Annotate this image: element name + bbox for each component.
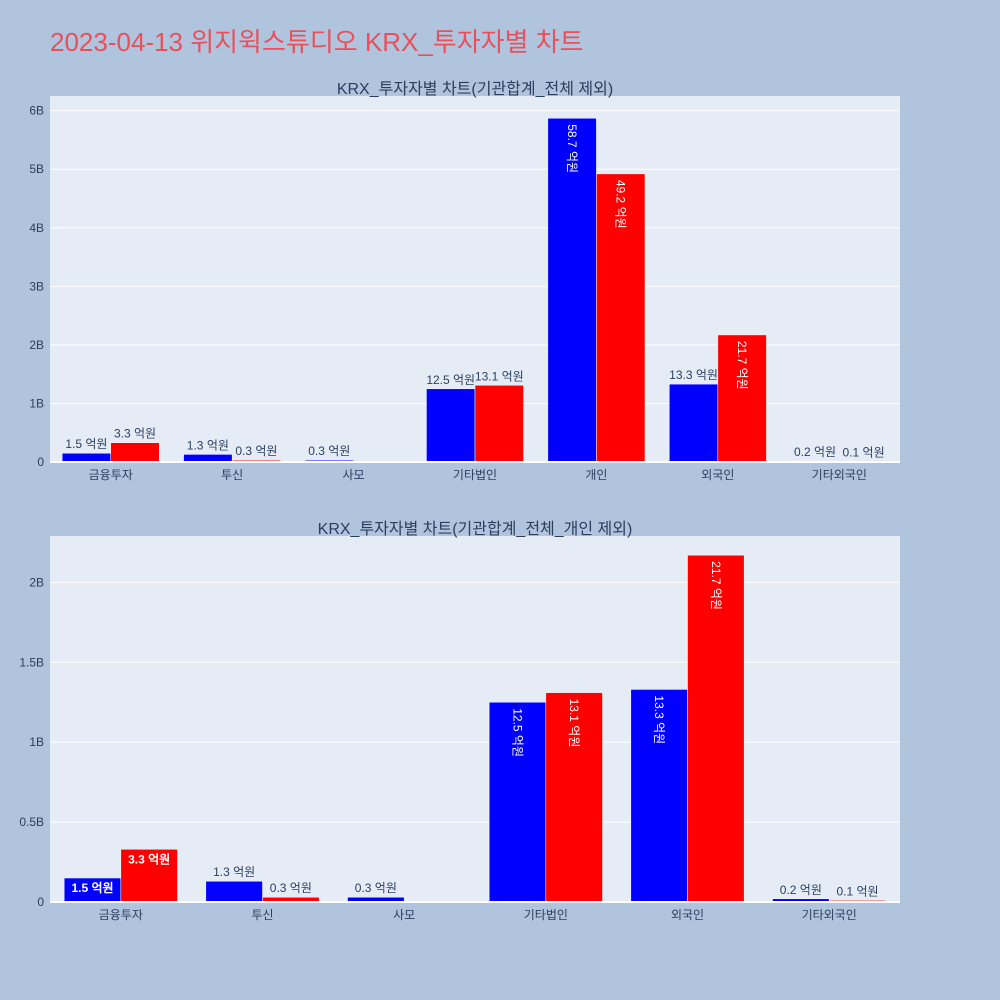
bottom-data-label: 3.3 억원 (128, 852, 170, 866)
chart-top: KRX_투자자별 차트(기관합계_전체 제외) 0 1B 2B 3B 4B 5B 6B 금융투자… (29, 80, 900, 482)
bottom-y-tick-label: 0 (37, 895, 44, 909)
bottom-y-tick-label: 2B (29, 575, 44, 589)
bottom-plot-area (50, 536, 900, 902)
top-y-tick-label: 0 (37, 455, 44, 469)
top-data-label: 13.1 억원 (475, 369, 524, 383)
top-x-tick-label: 기타법인 (453, 468, 497, 482)
top-data-label: 3.3 억원 (114, 427, 156, 441)
top-data-label: 1.5 억원 (65, 437, 107, 451)
bottom-chart-title: KRX_투자자별 차트(기관합계_전체_개인 제외) (318, 520, 633, 538)
top-x-tick-label: 금융투자 (89, 468, 133, 482)
chart-bottom: KRX_투자자별 차트(기관합계_전체_개인 제외) 0 0.5B 1B 1.5B 2B 금… (19, 520, 900, 922)
bottom-y-tick-label: 1B (29, 735, 44, 749)
bottom-x-tick-label: 기타법인 (524, 908, 568, 922)
top-y-tick-label: 1B (29, 396, 44, 410)
top-bar-blue (426, 388, 476, 463)
top-data-label: 12.5 억원 (426, 373, 475, 387)
page-title: 2023-04-13 위지윅스튜디오 KRX_투자자별 차트 (50, 27, 584, 57)
top-data-label: 0.3 억원 (235, 444, 277, 458)
bottom-data-label: 0.3 억원 (355, 881, 397, 895)
top-data-label: 0.1 억원 (843, 445, 885, 459)
top-bar-blue (547, 118, 597, 463)
bottom-x-tick-label: 금융투자 (99, 908, 143, 922)
top-x-tick-label: 사모 (343, 468, 365, 482)
bottom-data-label: 1.3 억원 (213, 865, 255, 879)
top-bar-red (474, 385, 524, 463)
bottom-bar-red (687, 554, 745, 903)
top-bar-blue (183, 454, 233, 463)
top-x-tick-label: 개인 (585, 468, 607, 482)
top-y-tick-label: 5B (29, 162, 44, 176)
bottom-x-tick-label: 외국인 (671, 908, 704, 922)
top-data-label: 13.3 억원 (669, 368, 718, 382)
top-y-tick-label: 3B (29, 279, 44, 293)
bottom-x-tick-label: 사모 (393, 908, 415, 922)
top-x-tick-label: 투신 (221, 468, 243, 482)
top-chart-title: KRX_투자자별 차트(기관합계_전체 제외) (337, 80, 613, 98)
top-y-tick-label: 2B (29, 338, 44, 352)
top-bar-blue (669, 383, 719, 463)
bottom-data-label: 21.7 억원 (709, 561, 723, 610)
bottom-data-label: 0.2 억원 (780, 883, 822, 897)
top-data-label: 1.3 억원 (187, 438, 229, 452)
bottom-bar-blue (630, 689, 688, 903)
top-bar-red (110, 442, 160, 463)
top-data-label: 0.3 억원 (308, 444, 350, 458)
bottom-bar-blue (205, 880, 263, 903)
top-data-label: 21.7 억원 (735, 341, 749, 390)
bottom-bar-red (120, 849, 178, 903)
bottom-x-tick-label: 기타외국인 (802, 908, 857, 922)
top-data-label: 0.2 억원 (794, 445, 836, 459)
bottom-x-tick-label: 투신 (251, 908, 273, 922)
bottom-bar-red (545, 692, 603, 903)
top-x-tick-label: 외국인 (701, 468, 734, 482)
top-data-label: 49.2 억원 (614, 180, 628, 229)
bottom-data-label: 12.5 억원 (511, 708, 525, 757)
bottom-data-label: 0.1 억원 (836, 884, 878, 898)
top-y-tick-label: 4B (29, 221, 44, 235)
bottom-data-label: 0.3 억원 (270, 881, 312, 895)
top-data-label: 58.7 억원 (565, 124, 579, 173)
bottom-data-label: 1.5 억원 (71, 881, 113, 895)
bottom-y-tick-label: 1.5B (19, 655, 44, 669)
top-x-tick-label: 기타외국인 (812, 468, 867, 482)
bottom-data-label: 13.1 억원 (567, 699, 581, 748)
top-bar-blue (61, 452, 111, 463)
bottom-data-label: 13.3 억원 (652, 695, 666, 744)
top-y-tick-label: 6B (29, 104, 44, 118)
bottom-y-tick-label: 0.5B (19, 815, 44, 829)
